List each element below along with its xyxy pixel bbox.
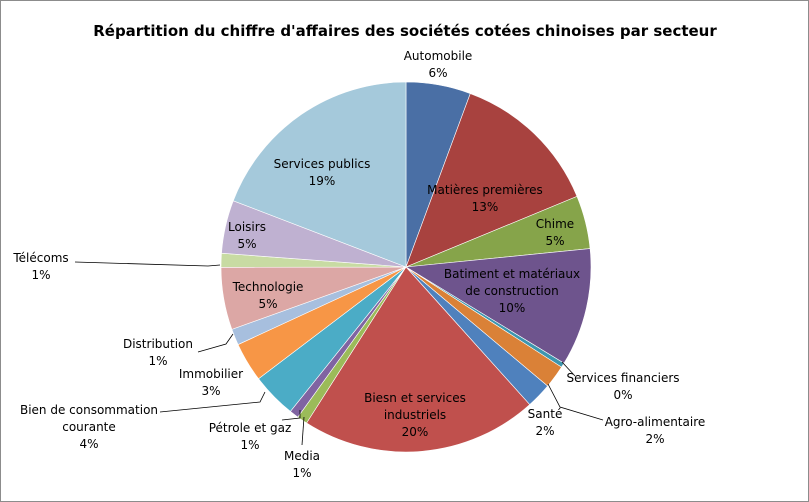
leader-line-5 <box>547 383 604 421</box>
pie-slice-1 <box>405 93 578 268</box>
pie-slices <box>220 81 592 453</box>
leader-line-8 <box>301 416 305 446</box>
slice-label-12: Distribution 1% <box>123 337 193 368</box>
slice-label-0: Automobile 6% <box>404 49 473 80</box>
slice-label-11: Immobilier 3% <box>179 367 243 398</box>
slice-labels: Automobile 6% Matières premières 13%Chime 5%… <box>12 49 705 480</box>
slice-label-16: Services publics 19% <box>274 157 371 188</box>
slice-label-6: Santé 2% <box>528 407 563 438</box>
slice-label-10: Bien de consommation courante 4% <box>20 403 158 451</box>
slice-label-7: Biesn et services industriels 20% <box>364 391 466 439</box>
leader-line-4 <box>561 361 576 377</box>
slice-label-8: Media 1% <box>284 449 320 480</box>
slice-label-4: Services financiers 0% <box>566 371 679 402</box>
slice-label-1: Matières premières 13% <box>427 183 543 214</box>
leader-line-10 <box>159 391 266 413</box>
slice-label-14: Télécoms 1% <box>12 251 68 282</box>
chart-title: Répartition du chiffre d'affaires des so… <box>93 22 717 40</box>
pie-slice-3 <box>405 248 592 364</box>
leader-line-14 <box>74 261 221 267</box>
slice-label-9: Pétrole et gaz 1% <box>209 421 292 452</box>
leader-line-9 <box>281 410 301 421</box>
leader-line-12 <box>197 333 234 353</box>
slice-label-3: Batiment et matériaux de construction 10% <box>444 267 580 315</box>
pie-slice-7 <box>306 266 531 453</box>
slice-label-5: Agro-alimentaire 2% <box>605 415 706 446</box>
slice-label-15: Loisirs 5% <box>228 220 266 251</box>
slice-label-2: Chime 5% <box>536 217 574 248</box>
pie-slice-16 <box>232 81 407 268</box>
slice-label-13: Technologie 5% <box>232 280 304 311</box>
leader-lines <box>74 261 604 446</box>
